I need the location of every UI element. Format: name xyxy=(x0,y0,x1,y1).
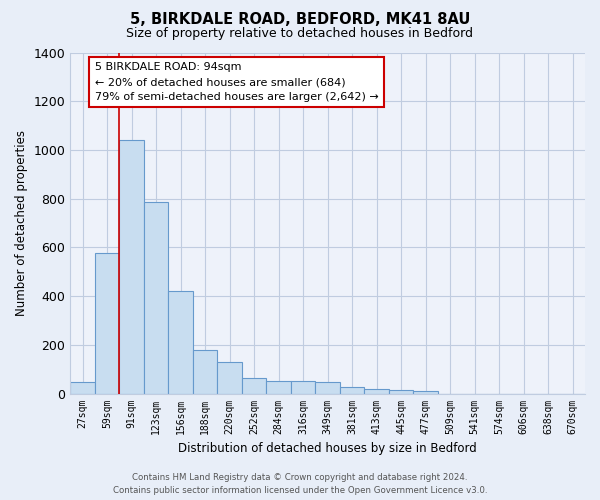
Bar xyxy=(242,378,266,394)
Text: 5, BIRKDALE ROAD, BEDFORD, MK41 8AU: 5, BIRKDALE ROAD, BEDFORD, MK41 8AU xyxy=(130,12,470,28)
Bar xyxy=(119,140,144,394)
Bar xyxy=(144,202,169,394)
Bar xyxy=(217,362,242,394)
Bar xyxy=(389,390,413,394)
Text: 5 BIRKDALE ROAD: 94sqm
← 20% of detached houses are smaller (684)
79% of semi-de: 5 BIRKDALE ROAD: 94sqm ← 20% of detached… xyxy=(95,62,379,102)
Bar xyxy=(70,382,95,394)
Bar xyxy=(193,350,217,394)
Bar xyxy=(364,388,389,394)
Bar xyxy=(266,382,291,394)
Bar xyxy=(413,391,438,394)
Bar xyxy=(291,382,316,394)
Text: Contains HM Land Registry data © Crown copyright and database right 2024.
Contai: Contains HM Land Registry data © Crown c… xyxy=(113,474,487,495)
X-axis label: Distribution of detached houses by size in Bedford: Distribution of detached houses by size … xyxy=(178,442,477,455)
Bar xyxy=(316,382,340,394)
Bar xyxy=(95,254,119,394)
Y-axis label: Number of detached properties: Number of detached properties xyxy=(15,130,28,316)
Bar xyxy=(169,291,193,394)
Text: Size of property relative to detached houses in Bedford: Size of property relative to detached ho… xyxy=(127,28,473,40)
Bar xyxy=(340,388,364,394)
